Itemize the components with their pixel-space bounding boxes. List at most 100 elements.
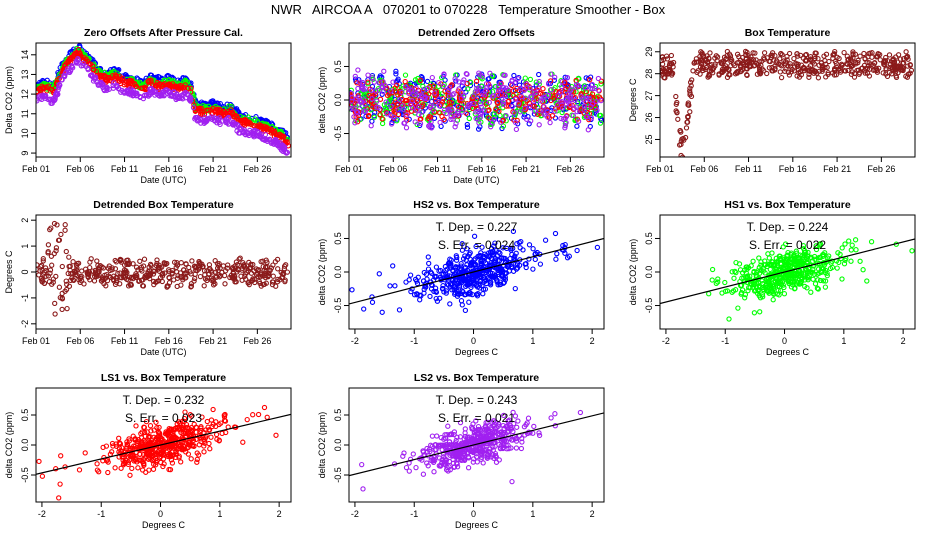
data-point-box (832, 48, 838, 55)
data-point-ls2 (190, 104, 197, 111)
data-point-hs1 (785, 279, 792, 285)
data-point-box (862, 55, 868, 62)
data-point-ls2 (527, 85, 533, 91)
data-point-box (54, 222, 60, 228)
data-point-ls2 (499, 96, 505, 102)
data-point-hs2 (396, 307, 403, 313)
data-point-ls1 (56, 495, 62, 501)
data-point-box (106, 263, 112, 269)
data-point-box (744, 66, 750, 72)
data-point-box (138, 264, 145, 270)
data-point-ls2 (361, 108, 367, 114)
y-tick-label: 2 (20, 218, 30, 223)
data-point-ls2 (119, 87, 125, 94)
data-point-box (870, 67, 877, 73)
data-point-hs1 (774, 280, 780, 287)
data-point-hs1 (379, 120, 386, 127)
data-point-ls1 (173, 449, 179, 455)
data-point-box (795, 66, 802, 73)
data-point-hs2 (487, 249, 494, 255)
data-point-box (708, 61, 715, 68)
data-point-hs2 (390, 263, 396, 269)
data-point-box (284, 269, 291, 275)
data-point-box (117, 256, 123, 263)
data-point-hs2 (458, 298, 465, 304)
data-point-ls1 (432, 98, 439, 104)
data-point-box (812, 55, 818, 62)
data-point-ls1 (199, 109, 205, 115)
data-point-box (166, 269, 172, 275)
data-point-hs2 (458, 263, 464, 269)
data-point-ls1 (365, 113, 372, 120)
data-point-hs1 (814, 285, 821, 291)
data-point-box (52, 311, 58, 317)
data-point-hs2 (441, 289, 447, 295)
data-point-hs1 (824, 272, 830, 279)
data-point-ls2 (487, 70, 493, 76)
data-point-ls1 (153, 83, 160, 89)
data-point-box (45, 250, 51, 256)
data-point-hs2 (492, 258, 499, 264)
data-point-box (893, 74, 900, 81)
data-point-hs2 (507, 256, 513, 262)
data-point-hs2 (516, 74, 522, 81)
data-point-box (757, 71, 764, 77)
y-tick-label: 29 (644, 47, 654, 57)
data-point-box (120, 274, 127, 280)
data-point-box (907, 70, 913, 76)
x-tick-label: Feb 11 (111, 336, 138, 346)
data-point-ls2 (464, 71, 470, 77)
data-point-ls2 (495, 87, 502, 94)
x-tick-label: Feb 16 (155, 164, 183, 174)
data-point-box (904, 74, 911, 80)
data-point-ls2 (448, 113, 454, 119)
x-tick-label: Feb 26 (243, 336, 271, 346)
data-point-ls1 (526, 100, 533, 106)
data-point-box (89, 268, 96, 274)
data-point-ls1 (36, 458, 42, 465)
data-point-ls1 (537, 110, 544, 116)
data-point-hs1 (726, 316, 732, 322)
data-point-ls2 (487, 83, 493, 89)
data-point-ls2 (564, 75, 570, 81)
data-point-box (707, 50, 713, 56)
data-point-ls2 (552, 108, 558, 114)
data-point-hs1 (755, 286, 761, 293)
data-point-ls1 (354, 80, 360, 86)
data-point-box (162, 270, 168, 276)
data-point-hs1 (742, 291, 749, 298)
data-point-ls2 (356, 79, 363, 85)
x-tick-label: Feb 26 (243, 164, 271, 174)
data-point-hs1 (841, 261, 848, 267)
data-point-hs1 (732, 287, 739, 293)
data-point-box (235, 266, 241, 272)
data-point-box (138, 266, 144, 272)
data-point-ls2 (143, 92, 149, 99)
data-point-box (62, 288, 68, 294)
data-point-box (883, 71, 889, 77)
data-point-ls2 (415, 92, 422, 99)
data-point-box (784, 53, 790, 60)
data-point-box (84, 271, 91, 277)
data-point-ls1 (510, 88, 516, 94)
data-point-ls1 (40, 84, 46, 91)
data-point-box (231, 273, 237, 279)
data-point-ls2 (470, 93, 477, 99)
data-point-box (275, 266, 281, 272)
data-point-ls1 (133, 83, 140, 90)
data-point-ls1 (272, 131, 279, 137)
data-point-hs2 (425, 254, 431, 260)
data-point-ls2 (272, 137, 278, 143)
x-axis-label: Date (UTC) (453, 175, 499, 185)
data-point-ls2 (536, 78, 542, 85)
data-point-ls2 (482, 87, 489, 93)
data-point-ls1 (62, 62, 68, 68)
data-point-box (64, 305, 70, 312)
data-point-hs1 (788, 250, 795, 256)
data-point-ls2 (575, 118, 582, 124)
data-point-hs2 (552, 230, 559, 237)
data-point-box (725, 66, 731, 72)
data-point-ls2 (437, 119, 443, 126)
data-point-box (48, 253, 55, 259)
data-point-ls1 (377, 111, 383, 118)
